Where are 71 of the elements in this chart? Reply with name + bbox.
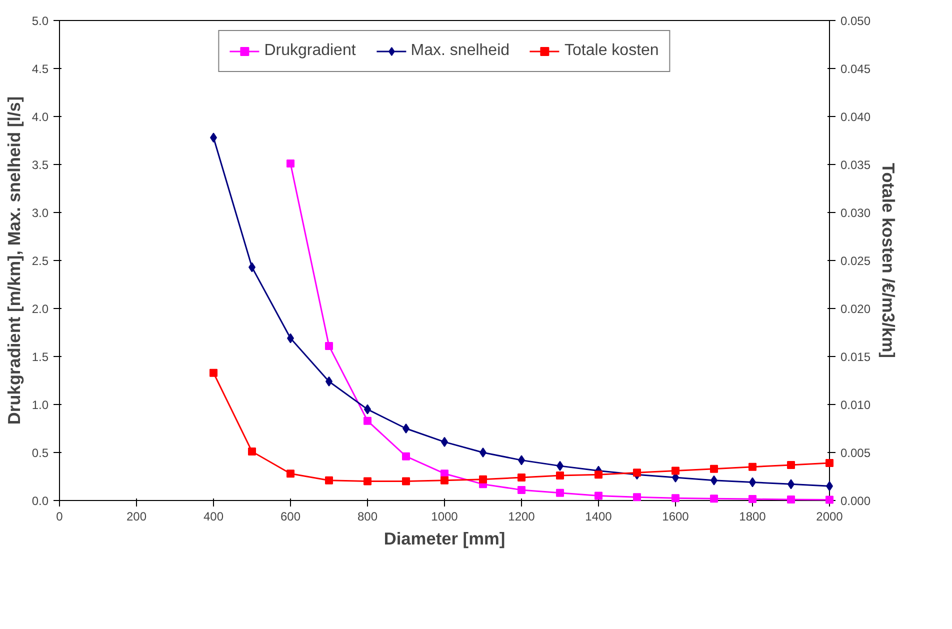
legend-label: Max. snelheid [410,42,510,60]
point [325,476,333,484]
point [710,494,718,503]
point [402,424,410,434]
x-tick-label: 800 [357,510,378,524]
y-tick-label: 1.0 [32,398,49,412]
point [248,448,256,456]
point [286,470,294,478]
legend-label: Totale kosten [564,42,659,60]
y-tick-label: 3.0 [32,206,49,220]
point [826,459,834,468]
y2-tick-label: 0.035 [840,158,871,172]
point [826,496,834,504]
point [210,368,218,377]
y2-tick-label: 0.015 [840,350,871,364]
point [594,492,602,500]
y2-tick-label: 0.005 [840,446,871,460]
legend-label: Drukgradient [264,42,356,60]
x-axis-title: Diameter [mm] [384,528,506,548]
y-tick-label: 5.0 [32,14,49,28]
y2-tick-label: 0.050 [840,14,871,28]
y-tick-label: 2.5 [32,254,49,268]
point [748,462,756,471]
point [286,160,294,168]
point [787,460,795,469]
y-tick-label: 3.5 [32,158,49,172]
point [748,495,756,504]
x-tick-label: 1000 [431,510,458,524]
y2-tick-label: 0.040 [840,110,871,124]
point [672,494,680,502]
point [556,488,564,497]
y2-tick-label: 0.010 [840,398,871,412]
point [710,464,718,473]
y-tick-label: 4.5 [32,62,49,76]
y2-axis-title: Totale kosten /€/m3/km] [878,162,899,358]
point [633,493,641,502]
y-tick-label: 4.0 [32,110,49,124]
y-axis-title: Drukgradient [m/km], Max. snelheid [l/s] [4,96,24,425]
y2-tick-label: 0.030 [840,206,871,220]
point [518,486,526,494]
point [633,468,641,477]
x-tick-label: 2000 [816,510,844,524]
point [440,476,448,484]
y2-tick-label: 0.000 [840,494,871,508]
x-tick-label: 1200 [508,510,536,524]
point [402,452,410,460]
point [594,470,602,479]
x-tick-label: 0 [56,510,64,524]
y2-tick-label: 0.025 [840,254,871,268]
x-tick-label: 600 [280,510,301,524]
point [787,496,795,504]
y-tick-label: 0.5 [32,446,49,460]
point [402,477,410,486]
x-tick-label: 200 [126,510,147,524]
y2-tick-label: 0.020 [840,302,871,316]
point [325,342,333,350]
x-tick-label: 1800 [739,510,766,524]
point [364,416,372,425]
y-tick-label: 0.0 [32,494,49,508]
y-tick-label: 2.0 [32,302,49,316]
point [364,477,372,486]
point [518,473,526,482]
x-tick-label: 400 [203,510,224,524]
y-tick-label: 1.5 [32,350,49,364]
x-tick-label: 1600 [662,510,690,524]
point [479,475,487,484]
point [480,448,486,458]
x-tick-label: 1400 [585,510,612,524]
y2-tick-label: 0.045 [840,62,871,76]
point [672,466,680,475]
point [556,472,564,480]
